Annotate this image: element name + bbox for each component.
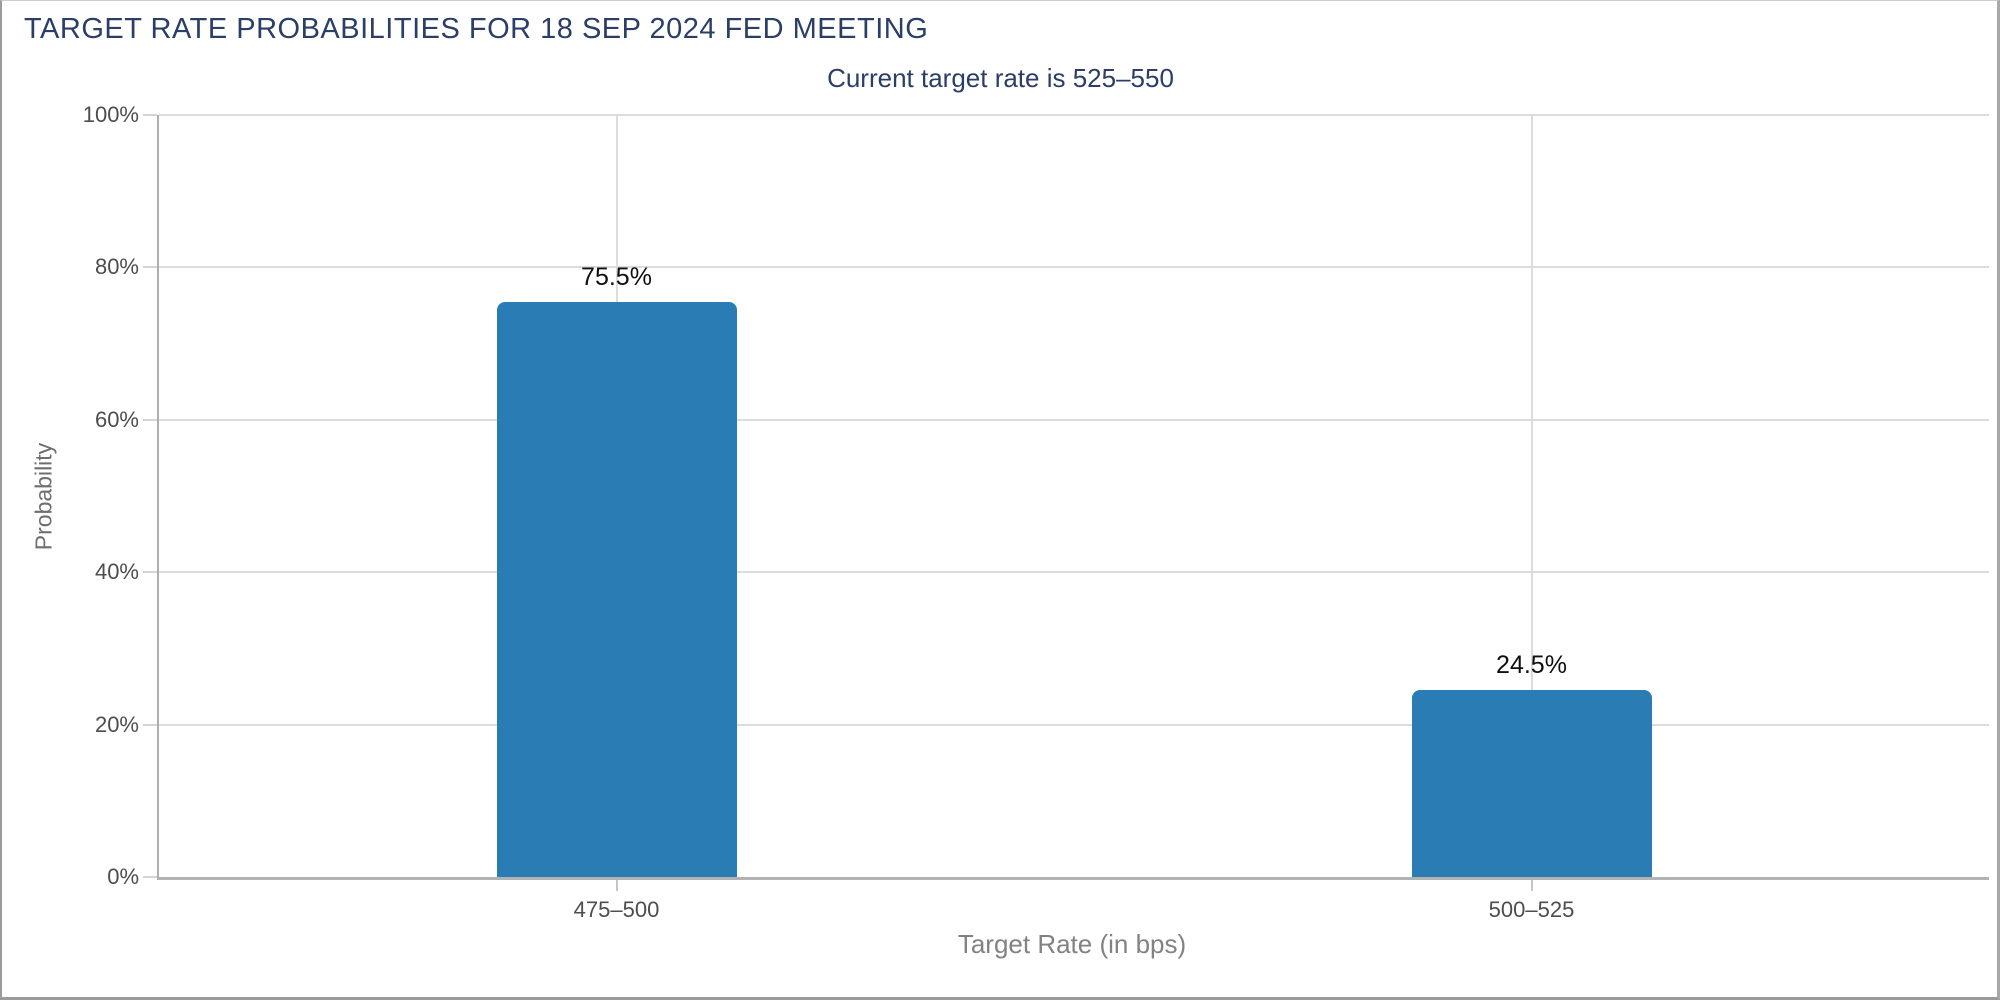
x-tick [615,880,618,891]
bar-value-label: 75.5% [581,262,652,291]
chart-title: TARGET RATE PROBABILITIES FOR 18 SEP 202… [24,13,929,45]
bar-value-label: 24.5% [1496,651,1567,680]
y-tick-label: 100% [82,102,139,127]
y-tick [143,418,157,421]
y-tick-label: 0% [107,864,139,889]
y-tick-label: 20% [94,711,139,737]
y-tick [143,571,157,574]
x-tick-label: 475–500 [573,897,660,922]
h-gridline [159,266,1989,269]
y-tick [143,114,157,116]
h-gridline [159,571,1989,574]
chart-subtitle: Current target rate is 525–550 [827,63,1174,93]
y-tick-label: 60% [94,406,139,432]
h-gridline [159,114,1989,116]
v-gridline [1530,115,1533,877]
bar[interactable] [496,301,737,877]
x-tick [1530,880,1533,891]
y-axis-title: Probability [30,442,57,551]
plot-area: 0% 20% 40% 60% 80% 100% 75.5% 475–500 24.5% 500–… [83,102,1989,922]
h-gridline [159,418,1989,421]
y-tick-label: 40% [94,559,139,585]
categories-row: 75.5% 475–500 24.5% 500–525 [159,115,1989,922]
h-gridline [159,723,1989,726]
y-tick [143,723,157,726]
y-tick-label: 80% [94,254,139,280]
y-tick [143,876,157,878]
x-axis-title: Target Rate (in bps) [957,929,1187,959]
bar[interactable] [1411,690,1652,877]
category-cell: 75.5% 475–500 [159,115,1074,922]
x-tick-label: 500–525 [1488,897,1575,922]
y-tick [143,266,157,269]
category-cell: 24.5% 500–525 [1074,115,1989,922]
